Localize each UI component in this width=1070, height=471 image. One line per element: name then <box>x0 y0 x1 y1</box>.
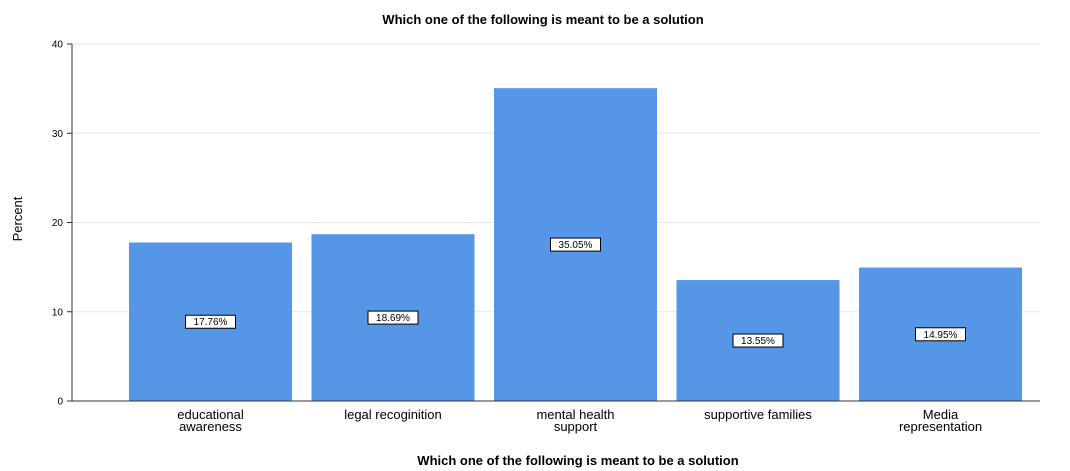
y-tick-label-10: 10 <box>52 307 64 318</box>
data-label-box-2 <box>367 310 419 325</box>
data-labels: 17.76% 18.69% 35.05% 13.55% 14.95% <box>185 237 966 348</box>
y-axis-title: Percent <box>10 196 25 241</box>
x-tick-label-3-line-2: support <box>554 419 598 434</box>
x-tick-label-1-line-1: educational <box>177 407 244 422</box>
x-tick-label-5-line-1: Media <box>923 407 959 422</box>
x-tick-label-4: supportive families <box>704 407 812 422</box>
data-label-5: 14.95% <box>924 330 958 341</box>
data-label-4: 13.55% <box>741 336 775 347</box>
data-label-2: 18.69% <box>376 313 410 324</box>
data-label-box-5 <box>915 327 966 342</box>
y-tick-label-30: 30 <box>52 129 64 140</box>
x-tick-label-2: legal recoginition <box>344 407 442 422</box>
y-tick-label-0: 0 <box>57 397 63 408</box>
x-tick-label-5-line-2: representation <box>899 419 982 434</box>
chart-title: Which one of the following is meant to b… <box>382 12 703 27</box>
x-tick-label-3-line-1: mental health <box>536 407 614 422</box>
y-tick-label-20: 20 <box>52 218 64 229</box>
data-label-1: 17.76% <box>194 317 228 328</box>
y-tick-label-40: 40 <box>52 40 64 51</box>
x-tick-label-1-line-2: awareness <box>179 419 242 434</box>
data-label-box-3 <box>550 237 601 252</box>
data-label-box-4 <box>732 333 784 348</box>
data-label-3: 35.05% <box>559 240 593 251</box>
x-axis-title: Which one of the following is meant to b… <box>417 453 738 468</box>
data-label-box-1 <box>185 314 236 329</box>
